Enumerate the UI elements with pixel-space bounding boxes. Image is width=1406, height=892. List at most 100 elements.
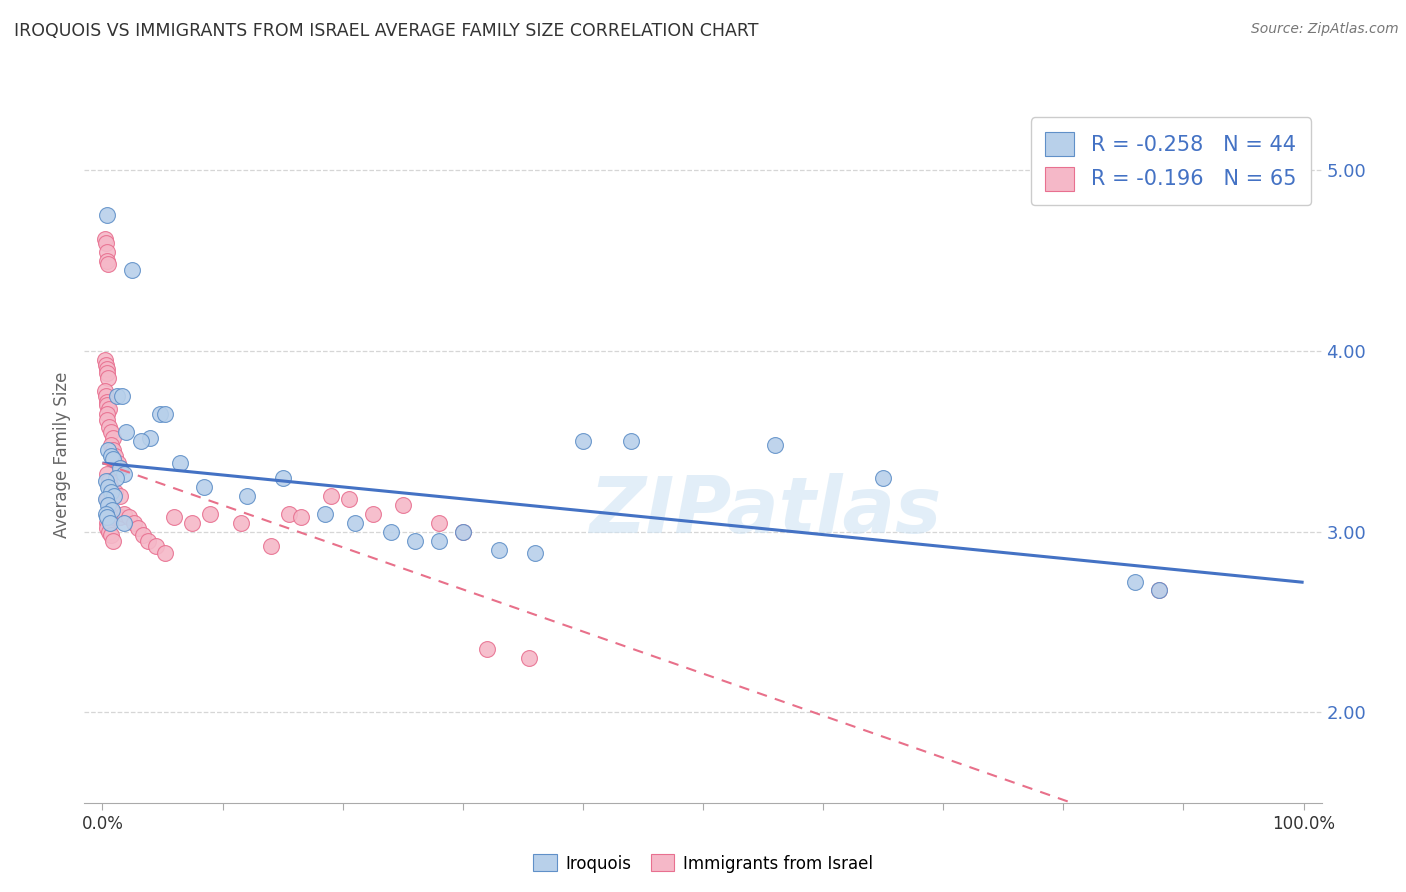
Point <box>136 533 159 548</box>
Point <box>153 407 176 421</box>
Point <box>475 642 498 657</box>
Point <box>94 235 117 250</box>
Point <box>872 470 894 484</box>
Text: IROQUOIS VS IMMIGRANTS FROM ISRAEL AVERAGE FAMILY SIZE CORRELATION CHART: IROQUOIS VS IMMIGRANTS FROM ISRAEL AVERA… <box>14 22 759 40</box>
Point <box>97 443 120 458</box>
Point <box>277 507 299 521</box>
Point <box>96 366 118 380</box>
Text: Source: ZipAtlas.com: Source: ZipAtlas.com <box>1251 22 1399 37</box>
Point <box>94 384 117 398</box>
Point <box>96 467 118 481</box>
Point <box>100 528 122 542</box>
Point <box>110 510 132 524</box>
Point <box>572 434 595 449</box>
Point <box>1125 575 1147 590</box>
Point <box>1149 582 1171 597</box>
Point <box>118 510 141 524</box>
Point <box>96 394 118 409</box>
Point <box>94 232 117 246</box>
Point <box>122 516 145 530</box>
Point <box>98 420 121 434</box>
Point <box>763 438 786 452</box>
Point <box>235 489 257 503</box>
Point <box>129 434 152 449</box>
Point <box>105 389 128 403</box>
Point <box>427 516 450 530</box>
Point <box>98 401 121 416</box>
Point <box>404 533 426 548</box>
Point <box>112 507 135 521</box>
Point <box>314 507 336 521</box>
Point <box>98 524 121 539</box>
Point <box>104 470 127 484</box>
Point <box>112 516 135 530</box>
Point <box>163 510 186 524</box>
Point <box>97 371 120 385</box>
Point <box>319 489 342 503</box>
Point <box>107 456 129 470</box>
Point <box>101 533 124 548</box>
Point <box>96 521 118 535</box>
Point <box>110 461 132 475</box>
Point <box>103 452 125 467</box>
Point <box>259 539 281 553</box>
Point <box>110 489 132 503</box>
Point <box>451 524 474 539</box>
Point <box>101 431 124 445</box>
Point <box>620 434 643 449</box>
Point <box>337 492 360 507</box>
Point <box>100 438 122 452</box>
Point <box>97 257 120 271</box>
Point <box>200 507 222 521</box>
Point <box>153 546 176 560</box>
Point <box>96 209 118 223</box>
Point <box>96 398 118 412</box>
Point <box>121 262 143 277</box>
Point <box>110 389 132 403</box>
Point <box>451 524 474 539</box>
Point <box>101 443 124 458</box>
Point <box>181 516 204 530</box>
Point <box>1149 582 1171 597</box>
Point <box>96 362 118 376</box>
Point <box>100 503 122 517</box>
Point <box>132 528 155 542</box>
Point <box>94 507 117 521</box>
Point <box>193 479 215 493</box>
Point <box>96 407 118 421</box>
Point <box>94 474 117 488</box>
Legend: R = -0.258   N = 44, R = -0.196   N = 65: R = -0.258 N = 44, R = -0.196 N = 65 <box>1031 118 1312 205</box>
Point <box>110 461 132 475</box>
Point <box>100 479 122 493</box>
Point <box>523 546 546 560</box>
Point <box>391 498 413 512</box>
Point <box>104 485 127 500</box>
Legend: Iroquois, Immigrants from Israel: Iroquois, Immigrants from Israel <box>527 847 879 880</box>
Point <box>229 516 252 530</box>
Point <box>103 489 125 503</box>
Point <box>343 516 366 530</box>
Point <box>145 539 167 553</box>
Text: ZIPatlas: ZIPatlas <box>589 473 941 549</box>
Point <box>94 359 117 373</box>
Point <box>96 516 118 530</box>
Point <box>100 485 122 500</box>
Point <box>101 503 124 517</box>
Point <box>115 425 138 440</box>
Point <box>97 479 120 493</box>
Point <box>427 533 450 548</box>
Point <box>97 498 120 512</box>
Point <box>112 467 135 481</box>
Point <box>380 524 402 539</box>
Point <box>104 507 127 521</box>
Point <box>94 492 117 507</box>
Point <box>517 651 540 665</box>
Point <box>271 470 294 484</box>
Y-axis label: Average Family Size: Average Family Size <box>53 372 72 538</box>
Point <box>169 456 191 470</box>
Point <box>98 516 121 530</box>
Point <box>96 510 118 524</box>
Point <box>488 542 510 557</box>
Point <box>96 492 118 507</box>
Point <box>149 407 172 421</box>
